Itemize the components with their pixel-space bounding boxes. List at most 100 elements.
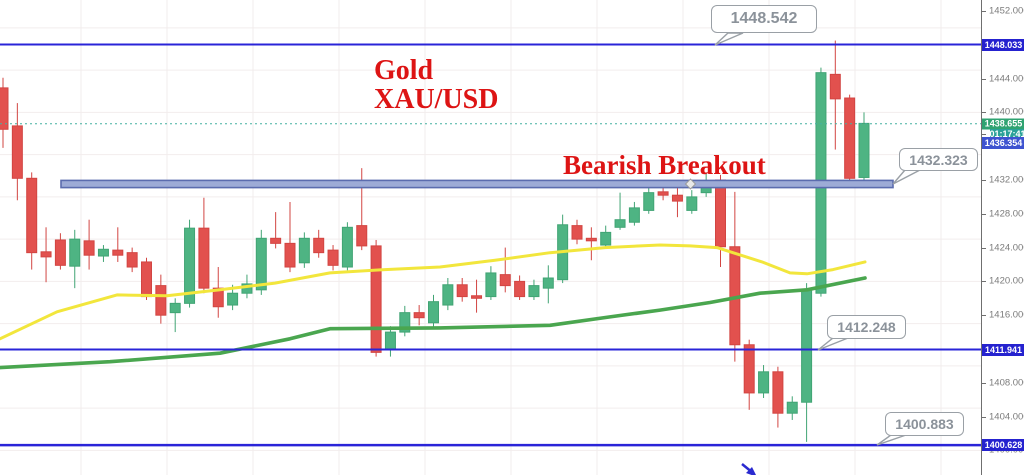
- bearish-candle: [514, 280, 526, 298]
- bullish-candle: [614, 219, 626, 228]
- bearish-candle: [772, 371, 784, 414]
- bullish-candle: [255, 237, 267, 291]
- bullish-candle: [399, 312, 411, 333]
- ma-slow-line: [0, 276, 867, 370]
- bearish-candle: [657, 191, 669, 196]
- bullish-candle: [643, 192, 655, 211]
- bearish-candle: [313, 237, 325, 254]
- bearish-candle: [585, 237, 597, 242]
- bearish-candle: [356, 225, 368, 247]
- bearish-candle: [141, 261, 152, 298]
- bullish-candle: [758, 371, 770, 394]
- price-callout[interactable]: 1412.248: [827, 315, 906, 339]
- axis-price-label: 1408.000: [989, 377, 1024, 389]
- symbol-watermark-line2: XAU/USD: [374, 84, 499, 115]
- ma-fast-line: [0, 243, 867, 341]
- object-handle-diamond: [684, 178, 697, 190]
- price-badge: 1436.354: [982, 137, 1024, 150]
- axis-tick: [982, 315, 986, 317]
- axis-tick: [982, 11, 986, 12]
- axis-tick: [982, 78, 986, 80]
- bullish-candle: [686, 196, 698, 211]
- axis-price-label: 1452.000: [989, 5, 1024, 17]
- axis-tick: [982, 180, 986, 181]
- bullish-candle: [801, 289, 813, 403]
- axis-price-label: 1420.000: [989, 275, 1024, 287]
- bullish-candle: [341, 226, 353, 268]
- axis-tick: [982, 112, 986, 114]
- callout-tail: [714, 32, 744, 46]
- bearish-candle: [715, 179, 726, 248]
- bearish-candle: [471, 295, 483, 299]
- axis-price-label: 1404.000: [989, 411, 1024, 423]
- callout-tails: [714, 32, 921, 446]
- bearish-breakout-label: Bearish Breakout: [563, 150, 766, 180]
- bullish-candle: [858, 122, 870, 178]
- bullish-candle: [600, 231, 612, 246]
- callout-tail: [892, 169, 921, 185]
- bearish-candle: [499, 274, 511, 287]
- price-badge: 1438.655: [982, 118, 1024, 130]
- axis-tick: [982, 247, 986, 249]
- price-callout[interactable]: 1432.323: [899, 148, 978, 171]
- callout-tail: [817, 337, 849, 351]
- price-badge: 1448.033: [982, 38, 1024, 51]
- axis-price-label: 1440.000: [989, 106, 1024, 118]
- bearish-candle: [270, 237, 282, 244]
- bullish-candle: [169, 302, 181, 314]
- axis-price-label: 1444.000: [989, 73, 1024, 85]
- bearish-candle: [112, 249, 124, 256]
- symbol-watermark: Gold XAU/USD: [374, 56, 498, 114]
- bearish-candle: [456, 284, 468, 298]
- axis-tick: [982, 281, 986, 283]
- bearish-candle: [198, 227, 210, 289]
- candles: [0, 40, 870, 442]
- arrow-annotation[interactable]: [741, 463, 757, 475]
- price-badge: 1400.628: [982, 439, 1024, 452]
- bearish-candle: [829, 73, 841, 100]
- axis-tick: [982, 213, 986, 215]
- bearish-candle: [370, 245, 382, 353]
- bearish-candle: [844, 97, 856, 179]
- bearish-candle: [284, 242, 296, 268]
- price-callout[interactable]: 1400.883: [885, 412, 964, 436]
- bearish-candle: [671, 194, 683, 202]
- axis-price-label: 1416.000: [989, 309, 1024, 321]
- bullish-candle: [227, 292, 239, 306]
- bullish-candle: [298, 237, 310, 264]
- arrow-head-icon: [746, 467, 756, 475]
- axis-price-label: 1424.000: [989, 242, 1024, 254]
- bearish-candle: [126, 252, 138, 268]
- bearish-candle: [155, 285, 167, 316]
- axis-price-label: 1428.000: [989, 208, 1024, 220]
- axis-price-label: 1432.000: [989, 174, 1024, 186]
- bullish-candle: [384, 331, 396, 351]
- bullish-candle: [786, 401, 798, 414]
- bullish-candle: [485, 272, 497, 298]
- bearish-candle: [0, 87, 9, 130]
- bullish-candle: [528, 285, 540, 298]
- breakout-zone-rectangle[interactable]: [60, 178, 894, 190]
- bullish-candle: [69, 238, 81, 267]
- bearish-candle: [26, 177, 38, 254]
- bearish-candle: [571, 225, 583, 240]
- bullish-candle: [542, 277, 554, 289]
- axis-tick: [982, 382, 986, 384]
- bearish-candle: [40, 251, 52, 258]
- bullish-candle: [628, 207, 640, 223]
- bullish-candle: [184, 227, 196, 304]
- moving-average-lines: [0, 243, 867, 370]
- bearish-candle: [11, 125, 23, 179]
- bullish-candle: [97, 248, 109, 257]
- bearish-candle: [413, 312, 425, 319]
- bearish-candle: [212, 287, 224, 308]
- axis-tick: [982, 416, 986, 418]
- price-callout[interactable]: 1448.542: [711, 5, 817, 33]
- horizontal-price-lines: [0, 43, 981, 447]
- breakout-zone: [60, 179, 894, 189]
- bullish-candle: [442, 284, 454, 306]
- bearish-candle: [327, 249, 339, 266]
- price-axis[interactable]: 1452.000 1444.000 1440.000 1432.000 1428.000…: [981, 0, 1024, 475]
